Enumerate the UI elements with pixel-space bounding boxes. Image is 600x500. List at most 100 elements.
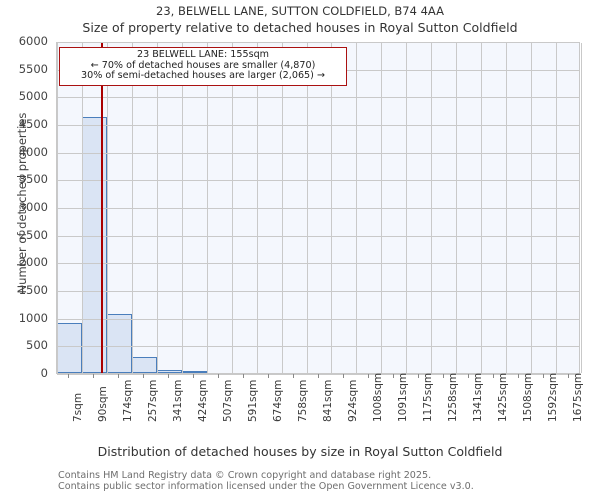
gridline-vertical <box>82 43 83 373</box>
y-axis-tick-label: 3500 <box>18 172 48 187</box>
x-axis-tick <box>143 374 145 378</box>
x-axis-tick-label: 7sqm <box>72 392 85 422</box>
gridline-horizontal <box>57 346 579 348</box>
footer-attribution: Contains HM Land Registry data © Crown c… <box>58 470 598 493</box>
x-axis-tick-label: 1508sqm <box>521 372 534 422</box>
y-axis-tick-label: 3000 <box>18 200 48 214</box>
x-axis-tick-label: 1592sqm <box>546 372 559 422</box>
gridline-vertical <box>481 43 482 373</box>
x-axis-tick-label: 758sqm <box>297 379 310 422</box>
histogram-bar <box>181 370 207 373</box>
annotation-box: 23 BELWELL LANE: 155sqm ← 70% of detached… <box>59 47 347 86</box>
y-axis-tick-label: 2000 <box>18 255 48 270</box>
x-axis-tick-label: 507sqm <box>222 379 235 422</box>
gridline-vertical <box>132 43 133 373</box>
gridline-vertical <box>531 43 532 373</box>
histogram-bar <box>106 313 132 373</box>
x-axis-tick <box>467 374 469 378</box>
x-axis-tick <box>417 374 419 378</box>
gridline-horizontal <box>57 208 579 209</box>
gridline-vertical <box>282 43 283 373</box>
x-axis-labels: 7sqm 90sqm 174sqm 257sqm 341sqm 424sqm 507sqm 5… <box>0 372 600 444</box>
histogram-bar <box>156 369 182 373</box>
x-axis-tick-label: 424sqm <box>197 379 210 422</box>
x-axis-tick-label: 174sqm <box>122 379 135 422</box>
x-axis-tick-label: 924sqm <box>346 379 359 422</box>
gridline-vertical <box>381 43 382 373</box>
x-axis-tick <box>342 374 344 378</box>
histogram-bar <box>131 356 157 373</box>
x-axis-tick <box>517 374 519 378</box>
footer-line-2: Contains public sector information licen… <box>58 481 474 493</box>
x-axis-tick <box>193 374 195 378</box>
x-axis-tick-label: 1258sqm <box>446 372 459 422</box>
annotation-line-2: ← 70% of detached houses are smaller (4,… <box>90 59 316 71</box>
x-axis-tick-label: 90sqm <box>97 386 110 422</box>
gridline-vertical <box>182 43 183 373</box>
chart-header: 23, BELWELL LANE, SUTTON COLDFIELD, B74 … <box>0 0 600 36</box>
x-axis-tick <box>567 374 569 378</box>
x-axis-tick-label: 1175sqm <box>421 372 434 422</box>
gridline-horizontal <box>57 291 579 292</box>
x-axis-tick <box>442 374 444 378</box>
page-title: 23, BELWELL LANE, SUTTON COLDFIELD, B74 … <box>156 4 444 18</box>
gridline-vertical <box>506 43 507 373</box>
gridline-vertical <box>232 43 233 373</box>
gridline-vertical <box>456 43 457 373</box>
x-axis-title: Distribution of detached houses by size … <box>97 444 503 459</box>
gridline-vertical <box>581 43 582 373</box>
x-axis-tick <box>318 374 319 378</box>
gridline-vertical <box>431 43 432 373</box>
x-axis-tick-label: 257sqm <box>147 379 160 422</box>
x-axis-tick <box>168 374 170 378</box>
footer-line-1: Contains HM Land Registry data © Crown c… <box>58 470 432 481</box>
gridline-horizontal <box>57 318 579 320</box>
y-axis-tick-label: 1500 <box>18 283 48 297</box>
y-axis-tick-label: 4500 <box>18 117 48 131</box>
x-axis-tick <box>542 374 544 378</box>
gridline-vertical <box>207 43 208 373</box>
x-axis-tick-label: 841sqm <box>322 379 334 422</box>
x-axis-tick <box>392 374 394 378</box>
gridline-horizontal <box>57 263 579 265</box>
x-axis-tick-label: 341sqm <box>172 379 185 422</box>
plot-area: 23 BELWELL LANE: 155sqm ← 70% of detached… <box>56 42 582 375</box>
y-axis-tick-label: 5500 <box>18 61 48 76</box>
x-axis-tick-label: 1675sqm <box>571 372 584 422</box>
gridline-vertical <box>257 43 258 373</box>
x-axis-tick <box>68 374 70 378</box>
y-axis-tick-label: 2500 <box>18 227 48 242</box>
y-axis-title: Number of detached properties <box>15 112 29 294</box>
annotation-line-1: 23 BELWELL LANE: 155sqm <box>136 49 270 60</box>
y-axis-tick-label: 4000 <box>18 144 48 159</box>
x-axis-tick <box>218 374 220 378</box>
x-axis-tick-label: 1425sqm <box>496 372 509 422</box>
property-marker-line <box>101 43 104 373</box>
gridline-horizontal <box>57 180 579 182</box>
y-axis-tick-label: 0 <box>40 366 48 380</box>
x-axis-tick <box>492 374 494 378</box>
gridline-vertical <box>157 43 158 373</box>
y-axis-tick-label: 6000 <box>18 34 48 48</box>
y-axis-tick-label: 500 <box>26 338 48 353</box>
gridline-vertical <box>406 43 407 373</box>
x-axis-tick-label: 1008sqm <box>371 372 384 422</box>
x-axis-tick-label: 1091sqm <box>396 372 409 422</box>
y-axis-tick-label: 1000 <box>18 310 48 325</box>
x-axis-tick-label: 1341sqm <box>471 372 484 422</box>
x-axis-tick <box>367 374 369 378</box>
gridline-horizontal <box>57 42 579 43</box>
gridline-horizontal <box>57 152 579 154</box>
gridline-vertical <box>107 43 108 373</box>
x-axis-tick-label: 674sqm <box>272 379 285 422</box>
chart-subtitle: Size of property relative to detached ho… <box>82 20 518 35</box>
y-axis-labels: 0 500 1000 1500 2000 2500 3000 3500 4000 4500 5000… <box>0 0 52 500</box>
annotation-line-3: 30% of semi-detached houses are larger (… <box>81 70 325 82</box>
histogram-bar <box>57 323 82 373</box>
x-axis-tick <box>268 374 270 378</box>
gridline-horizontal <box>57 125 579 126</box>
x-axis-tick <box>293 374 295 378</box>
gridline-horizontal <box>57 97 579 99</box>
gridline-vertical <box>331 43 332 373</box>
x-axis-tick-label: 591sqm <box>247 379 260 422</box>
